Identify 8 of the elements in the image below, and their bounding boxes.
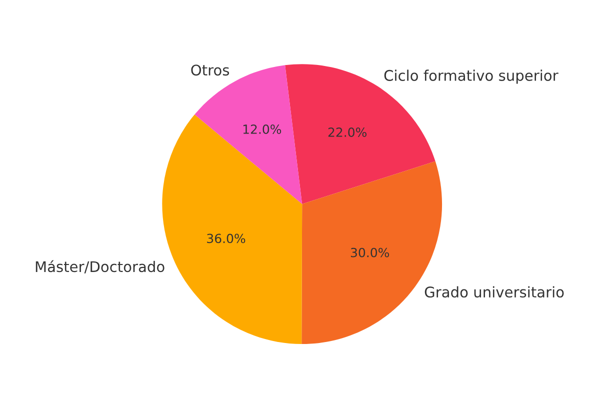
data-label: 22.0%	[328, 127, 367, 137]
slice-label: Grado universitario	[424, 286, 564, 298]
data-label: 36.0%	[207, 234, 246, 244]
data-label: 12.0%	[243, 124, 282, 134]
slice-label: Máster/Doctorado	[36, 260, 164, 274]
slice-label: Otros	[191, 64, 230, 76]
data-label: 30.0%	[350, 248, 390, 258]
slice-label: Ciclo formativo superior	[384, 70, 558, 84]
